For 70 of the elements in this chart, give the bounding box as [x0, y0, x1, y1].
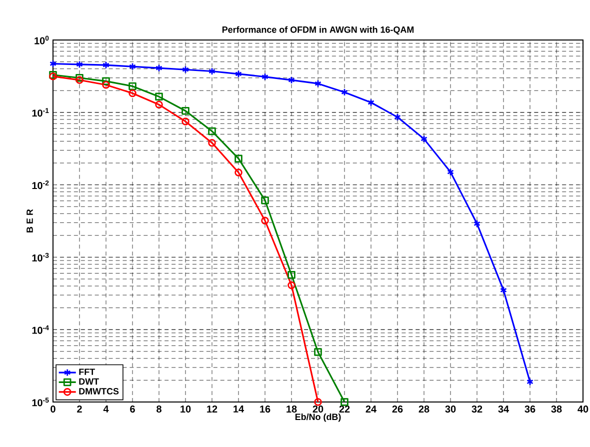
x-tick-label: 24: [366, 406, 376, 412]
x-tick-label: 38: [551, 406, 562, 413]
x-tick-label: 8: [156, 406, 162, 413]
point: [102, 77, 110, 86]
point: [261, 216, 269, 225]
x-tick-label: 32: [472, 406, 482, 413]
chart-title: Performance of OFDM in AWGN with 16-QAM: [222, 26, 414, 34]
point: [314, 80, 322, 88]
point: [234, 154, 242, 162]
point: [128, 82, 136, 90]
point: [129, 62, 136, 70]
point: [288, 76, 295, 84]
point: [340, 398, 348, 406]
x-tick-label: 36: [524, 406, 536, 413]
point: [420, 135, 428, 143]
point: [76, 74, 84, 82]
legend-label: DMWTCS: [79, 388, 119, 394]
point: [208, 138, 216, 147]
point: [182, 66, 189, 74]
x-tick-label: 4: [103, 406, 109, 412]
point: [341, 88, 348, 96]
point: [500, 286, 507, 294]
x-tick-label: 20: [312, 406, 324, 413]
point: [288, 270, 296, 279]
point: [156, 64, 162, 72]
x-tick-label: 26: [392, 406, 403, 413]
point: [368, 98, 374, 106]
point: [474, 220, 480, 228]
x-tick-label: 0: [50, 406, 56, 413]
point: [261, 196, 269, 204]
x-tick-label: 14: [234, 406, 244, 412]
point: [234, 168, 242, 176]
point: [262, 72, 268, 81]
y-axis-title: B E R: [26, 209, 33, 232]
point: [447, 168, 454, 176]
y-tick-label: 10$^{0}$: [34, 36, 49, 44]
point: [102, 80, 110, 89]
point: [155, 92, 163, 101]
legend-label: DWT: [79, 378, 99, 385]
x-tick-label: 34: [498, 406, 509, 413]
x-tick-label: 6: [130, 406, 135, 413]
point: [155, 100, 163, 109]
x-tick-label: 22: [339, 406, 350, 412]
x-tick-label: 16: [260, 406, 270, 413]
y-tick-label: 10$^{-1}$: [32, 108, 49, 117]
y-tick-label: 10$^{-5}$: [32, 398, 49, 406]
point: [76, 76, 84, 84]
point: [208, 127, 216, 136]
x-axis-title: Eb/No (dB): [295, 413, 341, 422]
y-tick-label: 10$^{-3}$: [32, 252, 49, 262]
x-tick-label: 28: [418, 406, 430, 413]
point: [102, 61, 110, 69]
y-tick-label: 10$^{-4}$: [32, 325, 49, 334]
point: [182, 118, 190, 126]
x-tick-label: 2: [77, 406, 82, 412]
point: [128, 89, 136, 98]
point: [208, 67, 216, 76]
x-tick-label: 30: [445, 406, 456, 413]
x-tick-label: 10: [180, 406, 191, 413]
point: [76, 60, 83, 68]
x-tick-label: 12: [207, 406, 218, 412]
point: [314, 348, 322, 356]
x-tick-label: 18: [286, 406, 297, 413]
x-tick-label: 40: [578, 406, 588, 413]
y-tick-label: 10$^{-2}$: [32, 180, 49, 190]
point: [182, 106, 190, 115]
legend-label: FFT: [79, 368, 95, 375]
point: [235, 70, 242, 78]
point: [288, 281, 296, 290]
point: [394, 113, 401, 122]
